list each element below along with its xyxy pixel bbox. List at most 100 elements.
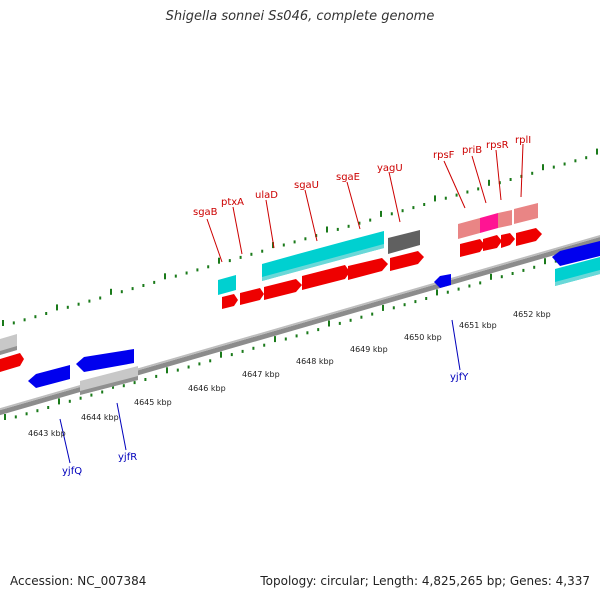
leader-sgaE [346,181,361,230]
major-tick [110,288,112,295]
gene-label-priB: priB [462,145,482,156]
minor-tick [444,196,447,200]
feature-cyan-strip [262,244,384,281]
feature-magenta-priB [480,213,498,233]
minor-tick [209,359,212,363]
minor-tick [153,280,156,284]
major-tick [434,195,436,202]
minor-tick [12,321,15,325]
leader-sgaB [206,218,223,263]
feature-red-yagU [390,251,424,271]
minor-tick [533,265,536,269]
major-tick [2,320,4,326]
minor-tick [304,237,307,241]
minor-tick [509,178,512,181]
minor-tick [207,265,210,269]
kbp-label: 4646 kbp [188,384,226,393]
leader-sgaU [304,189,318,242]
minor-tick [360,315,363,319]
minor-tick [241,349,244,353]
feature-red-rplI [516,228,542,246]
minor-tick [412,206,415,210]
kbp-label: 4652 kbp [513,310,551,319]
major-tick [596,148,598,155]
feature-pink-rplI [514,203,538,224]
minor-tick [261,249,264,253]
kbp-label: 4649 kbp [350,345,388,354]
minor-tick [263,343,266,347]
minor-tick [293,240,296,244]
minor-tick [176,368,179,372]
feature-gray-yagU [388,230,420,254]
gene-label-sgaE: sgaE [336,172,360,183]
minor-tick [500,275,503,279]
minor-tick [45,312,48,315]
major-tick [544,258,546,265]
major-tick [380,210,382,217]
minor-tick [144,378,147,381]
minor-tick [466,190,469,194]
feature-gray-yjfR-shade [80,376,138,395]
gene-label-ulaD: ulaD [255,190,278,201]
minor-tick [295,334,298,338]
kbp-axis-labels: 4643 kbp 4644 kbp 4645 kbp 4646 kbp 4647… [28,310,551,438]
gene-labels-forward: sgaB ptxA ulaD sgaU sgaE yagU rpsF priB … [193,135,531,218]
major-tick [272,242,274,249]
minor-tick [531,171,534,175]
minor-tick [282,243,285,247]
gene-label-rpsF: rpsF [433,150,455,161]
feature-red-sgaE [348,258,388,280]
minor-tick [133,381,136,385]
major-tick [274,336,276,343]
feature-cyan-ulaD [262,254,298,281]
minor-tick [284,337,287,341]
minor-tick [457,287,460,291]
gene-label-yagU: yagU [377,163,403,174]
feature-pink-rpsR [498,210,512,228]
minor-tick [230,353,233,357]
feature-cyan-sgaE [346,231,384,258]
feature-blue-arrow-2 [76,349,134,372]
feature-track [0,203,600,395]
kbp-label: 4645 kbp [134,398,172,407]
minor-tick [349,318,352,322]
accession-label: Accession: NC_007384 [10,574,147,588]
minor-tick [185,271,188,275]
feature-cyan-sgaU [298,241,346,271]
minor-tick [23,318,26,322]
kbp-label: 4650 kbp [404,333,442,342]
minor-tick [99,296,102,300]
minor-tick [120,290,123,294]
leader-priB [471,155,487,204]
gene-label-sgaB: sgaB [193,207,218,218]
minor-tick [14,415,17,419]
feature-red-rpsF [460,239,485,257]
minor-tick [563,162,566,166]
minor-tick [423,203,426,206]
minor-tick [317,328,320,332]
feature-pink-rpsF [458,218,480,239]
leader-ulaD [265,199,275,249]
gene-label-rplI: rplI [515,135,531,146]
feature-red-rpsR [501,233,515,248]
minor-tick [585,156,588,160]
kbp-label: 4647 kbp [242,370,280,379]
minor-tick [306,331,309,335]
minor-tick [522,268,525,272]
minor-tick [336,227,339,231]
feature-blue-arrow-1 [28,365,70,388]
feature-red-sgaB [222,294,238,309]
feature-blue-right [552,241,600,266]
gene-label-ptxA: ptxA [221,197,244,208]
kbp-label: 4643 kbp [28,429,66,438]
leader-yjfR [116,402,127,451]
feature-red-priB [483,235,502,251]
major-tick [4,414,6,420]
minor-tick [66,305,69,309]
major-tick [436,289,438,296]
minor-tick [392,306,395,310]
feature-red-ulaD [264,279,302,300]
gene-label-rpsR: rpsR [486,140,509,151]
